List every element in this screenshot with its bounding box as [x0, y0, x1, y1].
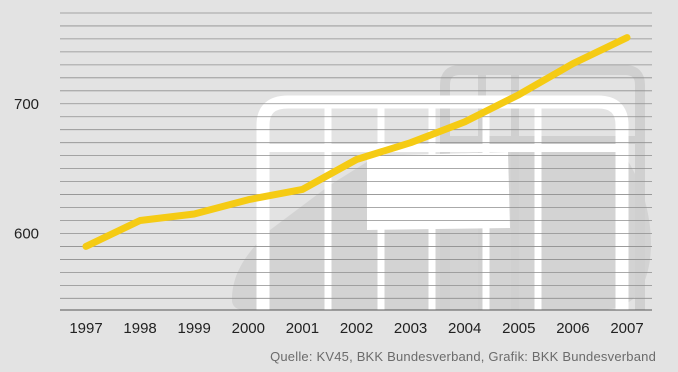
data-point-2002 — [355, 158, 358, 162]
series-line — [82, 34, 631, 250]
data-point-2003 — [409, 141, 413, 145]
source-credit: Quelle: KV45, BKK Bundesverband, Grafik:… — [270, 349, 656, 364]
x-tick-label-2005: 2005 — [502, 320, 535, 337]
data-point-1997 — [84, 244, 88, 248]
illustration-headboard-front — [256, 95, 629, 310]
x-tick-label-2001: 2001 — [286, 320, 319, 337]
x-tick-label-1998: 1998 — [123, 320, 156, 337]
data-point-2004 — [463, 120, 467, 124]
x-tick-label-2002: 2002 — [340, 320, 373, 337]
y-tick-label-600: 600 — [14, 225, 39, 242]
data-point-1999 — [192, 212, 196, 216]
gridlines — [60, 12, 652, 311]
illustration-pillow — [367, 152, 510, 230]
data-point-2005 — [517, 93, 521, 97]
x-tick-label-2006: 2006 — [556, 320, 589, 337]
illustration-headboard-back — [440, 65, 645, 310]
hospital-bed-illustration — [232, 65, 651, 310]
x-tick-label-2003: 2003 — [394, 320, 427, 337]
x-tick-label-2004: 2004 — [448, 320, 481, 337]
data-point-2007 — [625, 36, 629, 40]
x-tick-label-2000: 2000 — [232, 320, 265, 337]
x-tick-label-1997: 1997 — [69, 320, 102, 337]
y-tick-label-700: 700 — [14, 96, 39, 113]
data-point-2006 — [571, 62, 575, 66]
x-tick-label-1999: 1999 — [178, 320, 211, 337]
data-point-2001 — [300, 187, 304, 191]
tick-labels: 600 700 1997 1998 1999 2000 2001 2002 2003 2004 20… — [14, 96, 644, 337]
data-point-2000 — [246, 198, 250, 202]
data-point-1998 — [138, 219, 142, 223]
x-tick-label-2007: 2007 — [610, 320, 643, 337]
